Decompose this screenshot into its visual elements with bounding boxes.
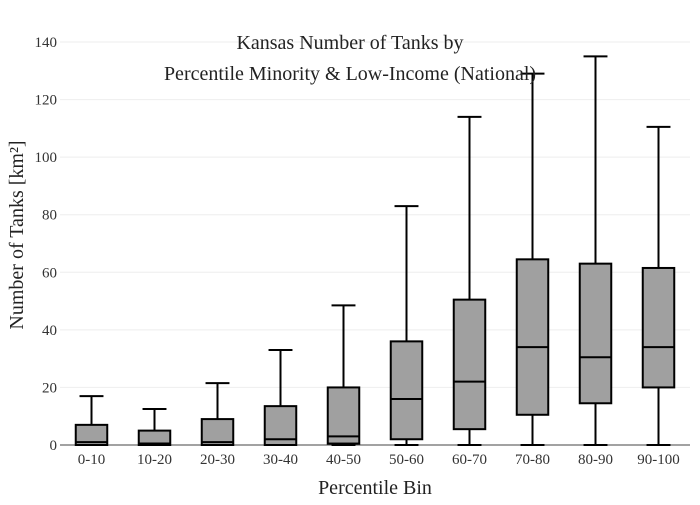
- grid-layer: [60, 41, 690, 388]
- chart-title-line-2: Percentile Minority & Low-Income (Nation…: [164, 63, 536, 85]
- y-tick-label: 0: [50, 438, 58, 454]
- box-20-30: [200, 382, 235, 447]
- y-tick-label: 100: [35, 150, 58, 166]
- box-90-100: [641, 125, 676, 446]
- box-30-40: [263, 349, 298, 446]
- x-tick-label: 90-100: [637, 452, 680, 468]
- x-tick-label: 50-60: [389, 452, 424, 468]
- iqr-box: [200, 418, 235, 447]
- box-70-80: [515, 72, 550, 446]
- box-60-70: [452, 115, 487, 446]
- box-50-60: [389, 205, 424, 446]
- chart-title-line-1: Kansas Number of Tanks by: [236, 32, 463, 54]
- box-0-10: [74, 395, 109, 447]
- y-tick-label: 40: [42, 323, 57, 339]
- box-40-50: [326, 304, 361, 446]
- iqr-box: [389, 340, 424, 441]
- y-tick-label: 120: [35, 93, 58, 109]
- iqr-box: [641, 266, 676, 389]
- y-tick-label: 20: [42, 380, 57, 396]
- iqr-box: [326, 386, 361, 445]
- iqr-box: [74, 423, 109, 447]
- y-tick-label: 140: [35, 35, 58, 51]
- y-tick-label: 60: [42, 265, 57, 281]
- x-tick-label: 0-10: [78, 452, 106, 468]
- boxes-layer: [74, 55, 676, 447]
- box-80-90: [578, 55, 613, 446]
- x-tick-label: 80-90: [578, 452, 613, 468]
- y-axis-title: Number of Tanks [km²]: [6, 140, 28, 329]
- iqr-box: [515, 258, 550, 416]
- iqr-box: [452, 298, 487, 431]
- x-tick-label: 20-30: [200, 452, 235, 468]
- x-tick-label: 10-20: [137, 452, 172, 468]
- x-axis-title: Percentile Bin: [318, 477, 432, 499]
- labels-layer: 0 20 40 60 80 100 120 140 0-10 10-20 20-30 30-40 40-…: [35, 35, 680, 468]
- x-tick-label: 60-70: [452, 452, 487, 468]
- box-10-20: [137, 408, 172, 447]
- iqr-box: [578, 262, 613, 405]
- x-tick-label: 70-80: [515, 452, 550, 468]
- x-tick-label: 40-50: [326, 452, 361, 468]
- iqr-box: [137, 429, 172, 447]
- y-tick-label: 80: [42, 208, 57, 224]
- x-tick-label: 30-40: [263, 452, 298, 468]
